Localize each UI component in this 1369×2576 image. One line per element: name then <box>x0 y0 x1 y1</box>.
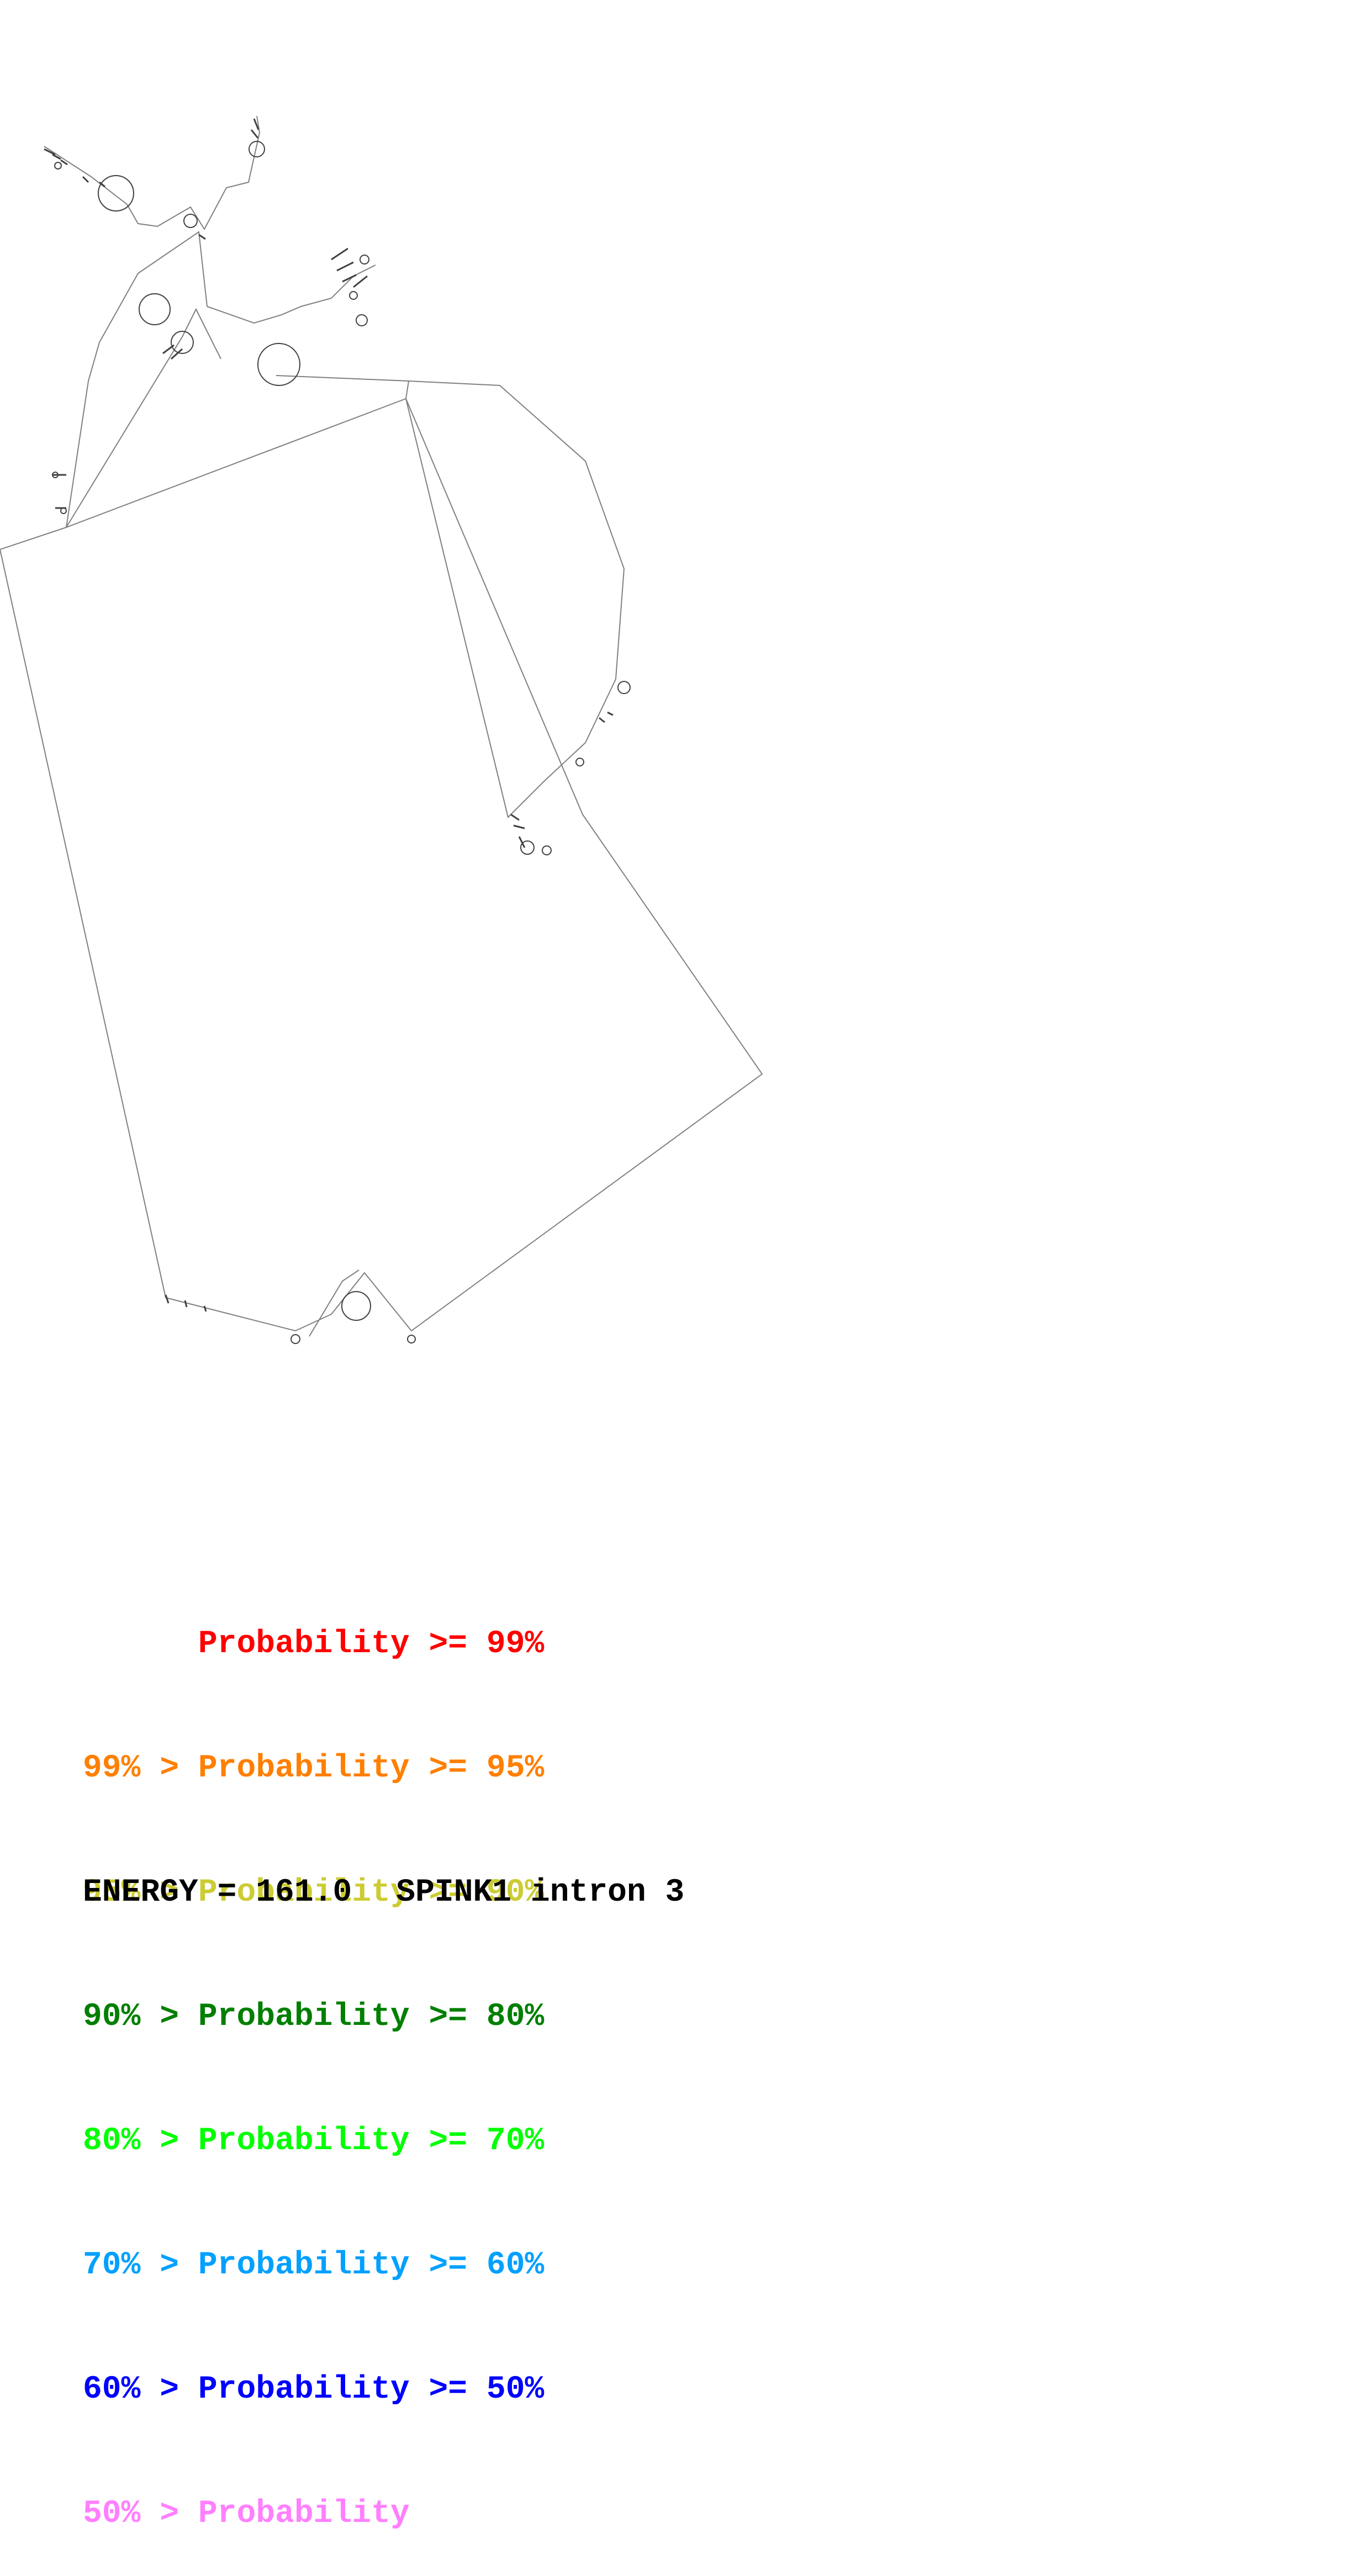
legend-row-below-50: 50% > Probability <box>83 2496 410 2532</box>
upper-left-backbone <box>66 231 208 528</box>
loop-circle <box>407 1335 416 1343</box>
loop-circle <box>617 681 631 694</box>
helix-cluster <box>52 474 207 1312</box>
loop-circle <box>360 255 369 265</box>
top-connector <box>276 375 410 399</box>
loop-circle <box>171 331 194 354</box>
loop-circle <box>257 343 300 386</box>
loop-circle <box>139 293 171 325</box>
loop-circle <box>249 141 265 157</box>
loop-circle <box>542 845 552 855</box>
legend-row-95: 99% > Probability >= 95% <box>83 1750 545 1786</box>
outer-loop-backbone <box>0 398 763 1332</box>
structure-title: SPINK1 intron 3 <box>396 1875 685 1911</box>
legend-row-90: 95% > Probability >= 90% <box>83 1875 545 1911</box>
legend-row-80: 90% > Probability >= 80% <box>83 1999 545 2035</box>
legend-row-50: 60% > Probability >= 50% <box>83 2372 545 2408</box>
rna-secondary-structure-diagram <box>0 115 763 1344</box>
energy-label: ENERGY = 161.0 <box>83 1875 352 1911</box>
loop-circle <box>575 758 584 766</box>
top-branch <box>44 115 261 230</box>
helix-cluster <box>44 118 260 240</box>
loop-circle <box>349 291 358 300</box>
probability-legend: Probability >= 99% 99% > Probability >= … <box>83 1541 544 2576</box>
loop-circle <box>183 214 198 228</box>
helix-cluster <box>510 711 614 848</box>
loop-circle <box>356 314 368 326</box>
legend-row-99: Probability >= 99% <box>83 1626 545 1662</box>
legend-row-70: 80% > Probability >= 70% <box>83 2123 545 2159</box>
inner-diagonal <box>66 308 221 528</box>
bottom-stub <box>309 1270 360 1337</box>
loop-circle <box>520 840 535 855</box>
loop-circle <box>54 162 62 170</box>
right-arc-backbone <box>405 380 625 818</box>
footer: ENERGY = 161.0 SPINK1 intron 3 <box>83 1875 684 1911</box>
loop-circle <box>341 1291 371 1321</box>
legend-row-60: 70% > Probability >= 60% <box>83 2247 545 2283</box>
loop-circle <box>98 175 134 211</box>
loop-circle <box>290 1334 300 1344</box>
helix-cluster <box>162 247 368 360</box>
